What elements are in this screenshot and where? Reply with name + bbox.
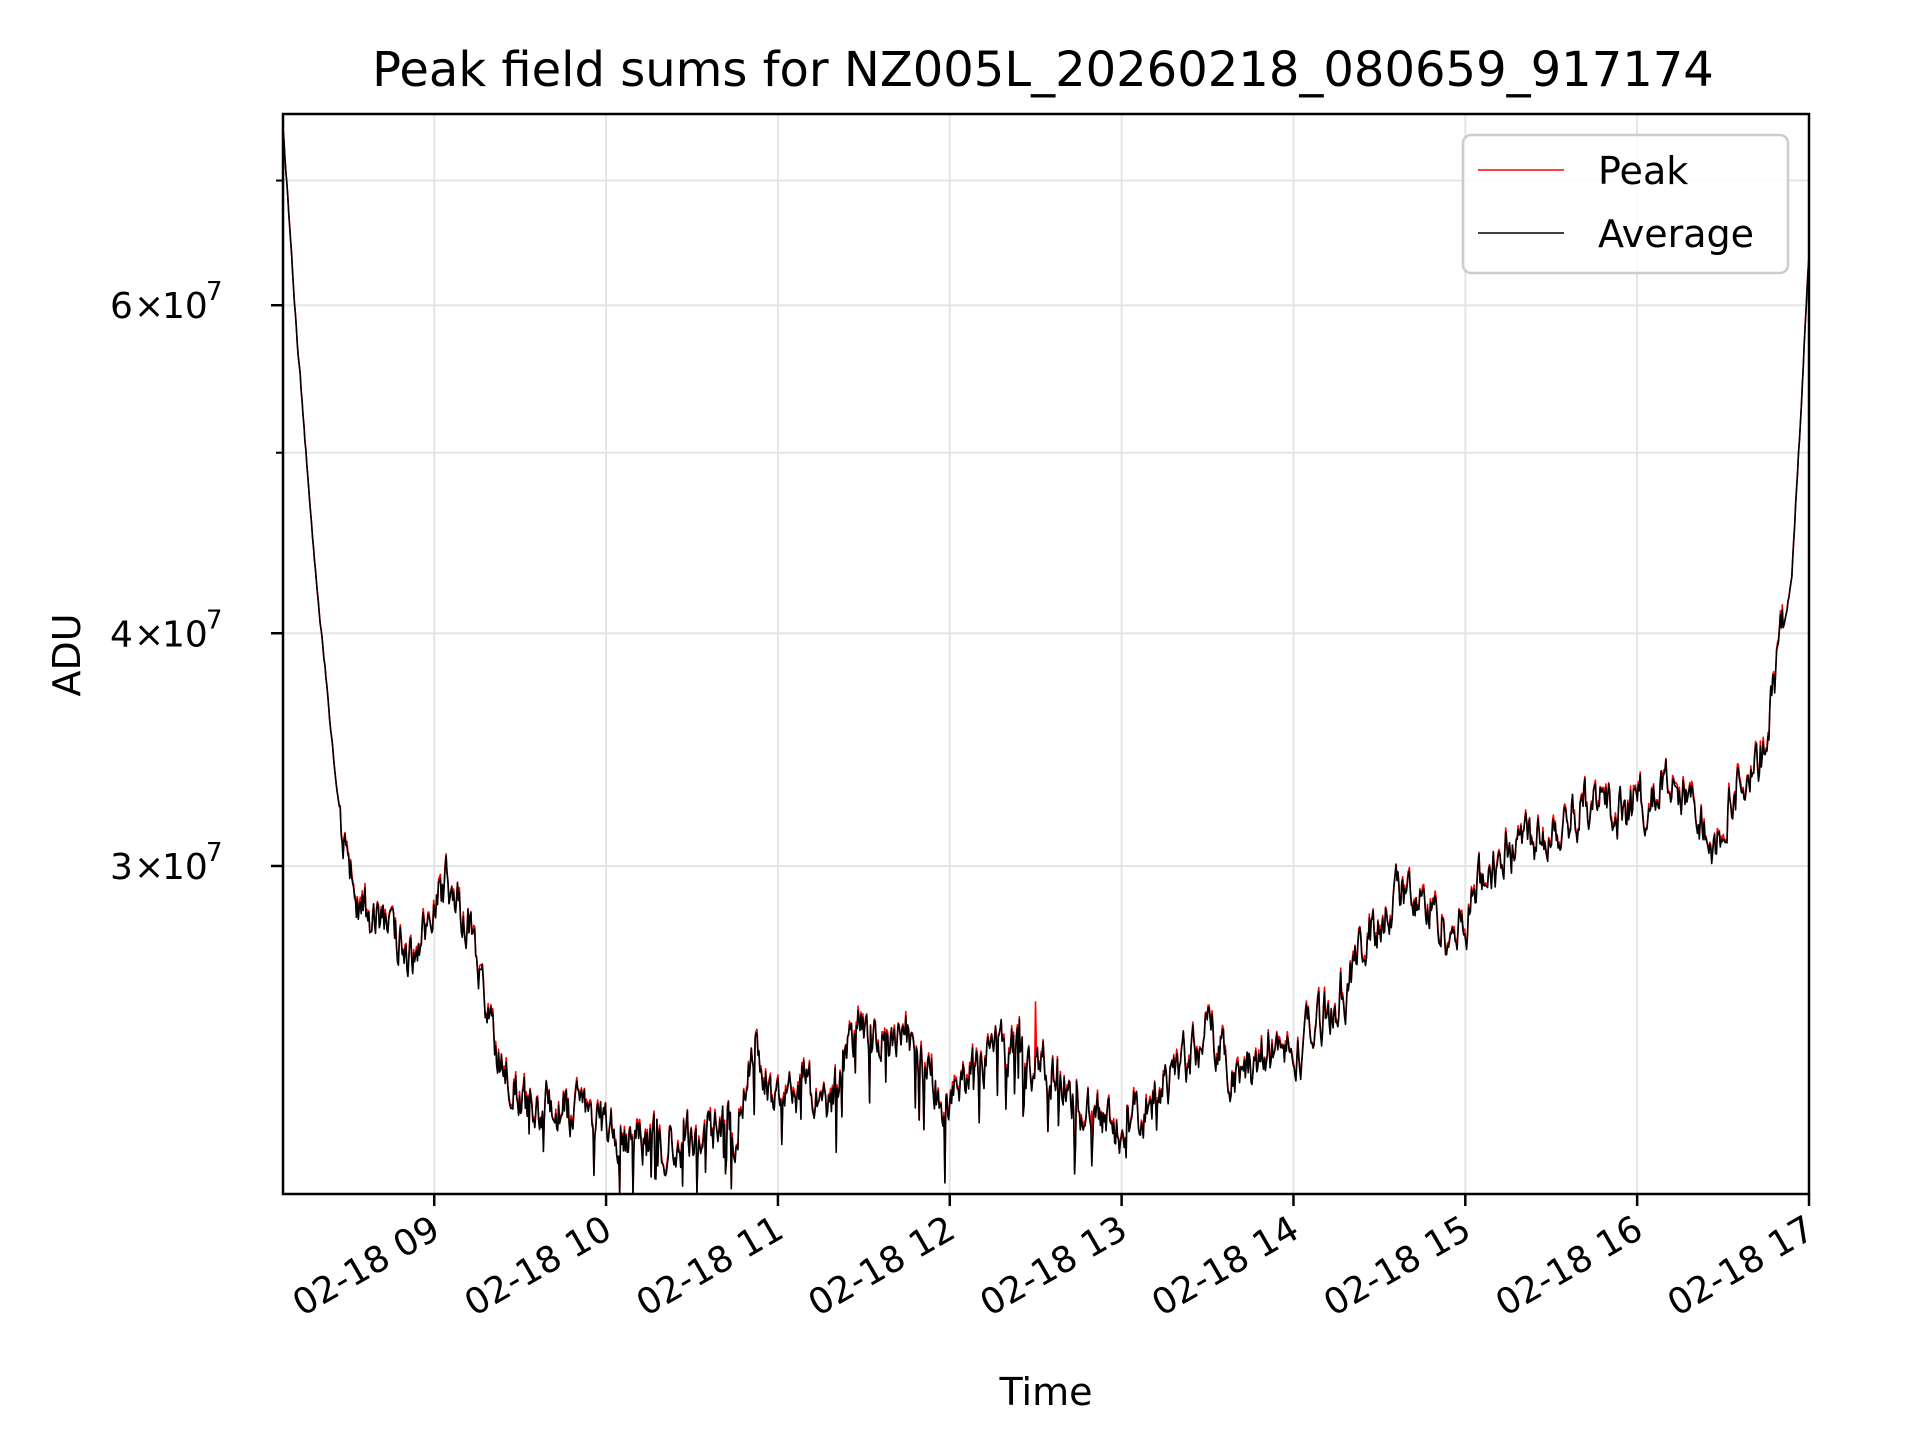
y-tick-label: 4 ×107 (110, 605, 223, 655)
y-tick-mantissa: 3 (110, 847, 133, 888)
y-tick-base: 10 (162, 614, 208, 655)
y-tick-base: 10 (162, 847, 208, 888)
y-tick-times: × (134, 614, 164, 655)
x-axis-label: Time (999, 1370, 1093, 1414)
y-tick-mantissa: 4 (110, 614, 133, 655)
series-average-line (282, 127, 1810, 1195)
grid-lines (283, 114, 1809, 1194)
y-tick-times: × (134, 286, 164, 327)
y-tick-label: 6 ×107 (110, 277, 223, 327)
y-tick-times: × (134, 847, 164, 888)
plot-area (283, 114, 1809, 1194)
chart-title: Peak field sums for NZ005L_20260218_0806… (372, 42, 1714, 98)
legend-label-average: Average (1598, 212, 1754, 256)
plot-frame (281, 112, 1811, 1196)
y-tick-exponent: 7 (206, 605, 223, 635)
y-axis-label: ADU (45, 613, 89, 696)
y-tick-base: 10 (162, 286, 208, 327)
legend: Peak Average (1461, 133, 1790, 275)
y-tick-mantissa: 6 (110, 286, 133, 327)
series-lines (282, 127, 1810, 1195)
y-tick-label: 3 ×107 (110, 838, 223, 888)
y-tick-exponent: 7 (206, 838, 223, 868)
legend-label-peak: Peak (1598, 149, 1688, 193)
y-tick-exponent: 7 (206, 277, 223, 307)
